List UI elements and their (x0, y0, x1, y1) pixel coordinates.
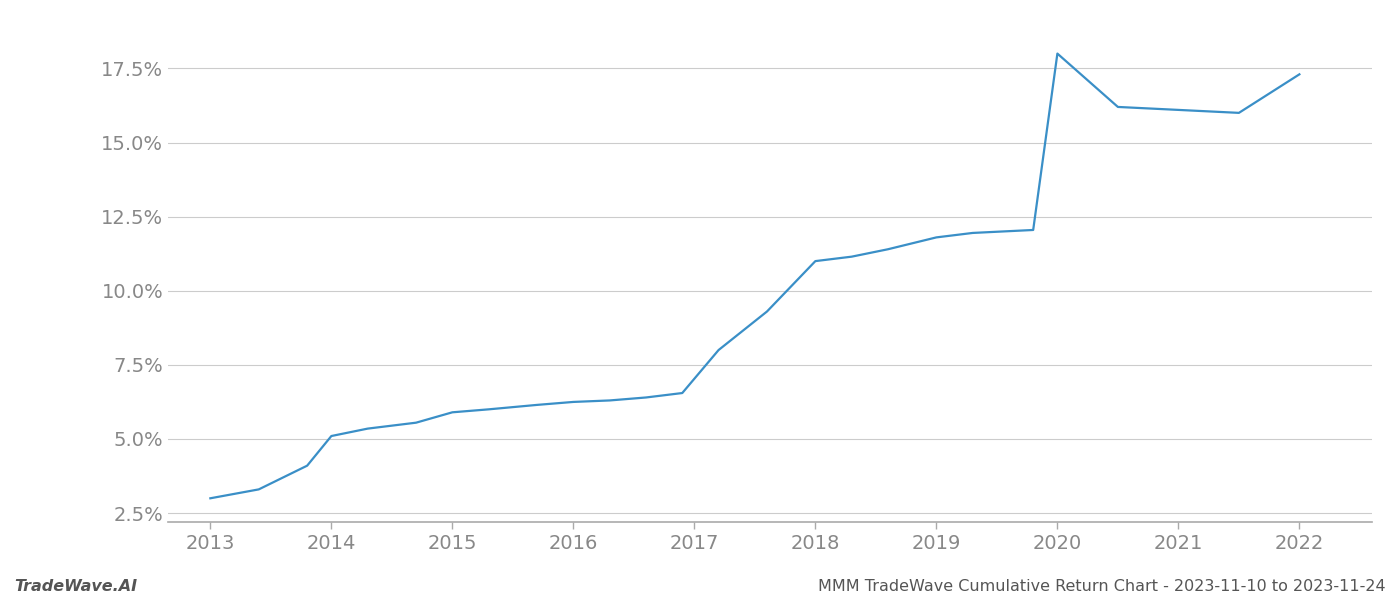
Text: TradeWave.AI: TradeWave.AI (14, 579, 137, 594)
Text: MMM TradeWave Cumulative Return Chart - 2023-11-10 to 2023-11-24: MMM TradeWave Cumulative Return Chart - … (819, 579, 1386, 594)
